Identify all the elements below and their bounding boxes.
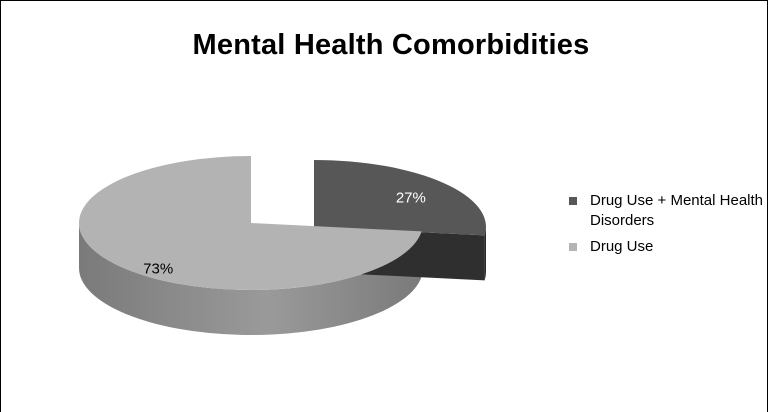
slice-side-1 [79,223,422,336]
slice-top-1 [79,156,422,290]
legend-label-drug-use: Drug Use [590,238,654,255]
legend-label-drug-use-mental-health: Drug Use + Mental Health Disorders [590,192,763,229]
legend-swatch-drug-use-mental-health [569,197,577,205]
legend-item-drug-use-mental-health: Drug Use + Mental Health Disorders [569,191,767,231]
chart-title: Mental Health Comorbidities [192,29,590,61]
legend-item-drug-use: Drug Use [569,237,767,257]
slice-label-1: 73% [143,260,173,277]
slice-outer-wall-1 [79,223,422,336]
slice-outer-wall-0 [484,227,486,281]
slice-label-0: 27% [396,190,426,207]
legend-swatch-drug-use [569,243,577,251]
chart-legend: Drug Use + Mental Health Disorders Drug … [569,191,767,263]
slice-top-0 [314,160,486,236]
